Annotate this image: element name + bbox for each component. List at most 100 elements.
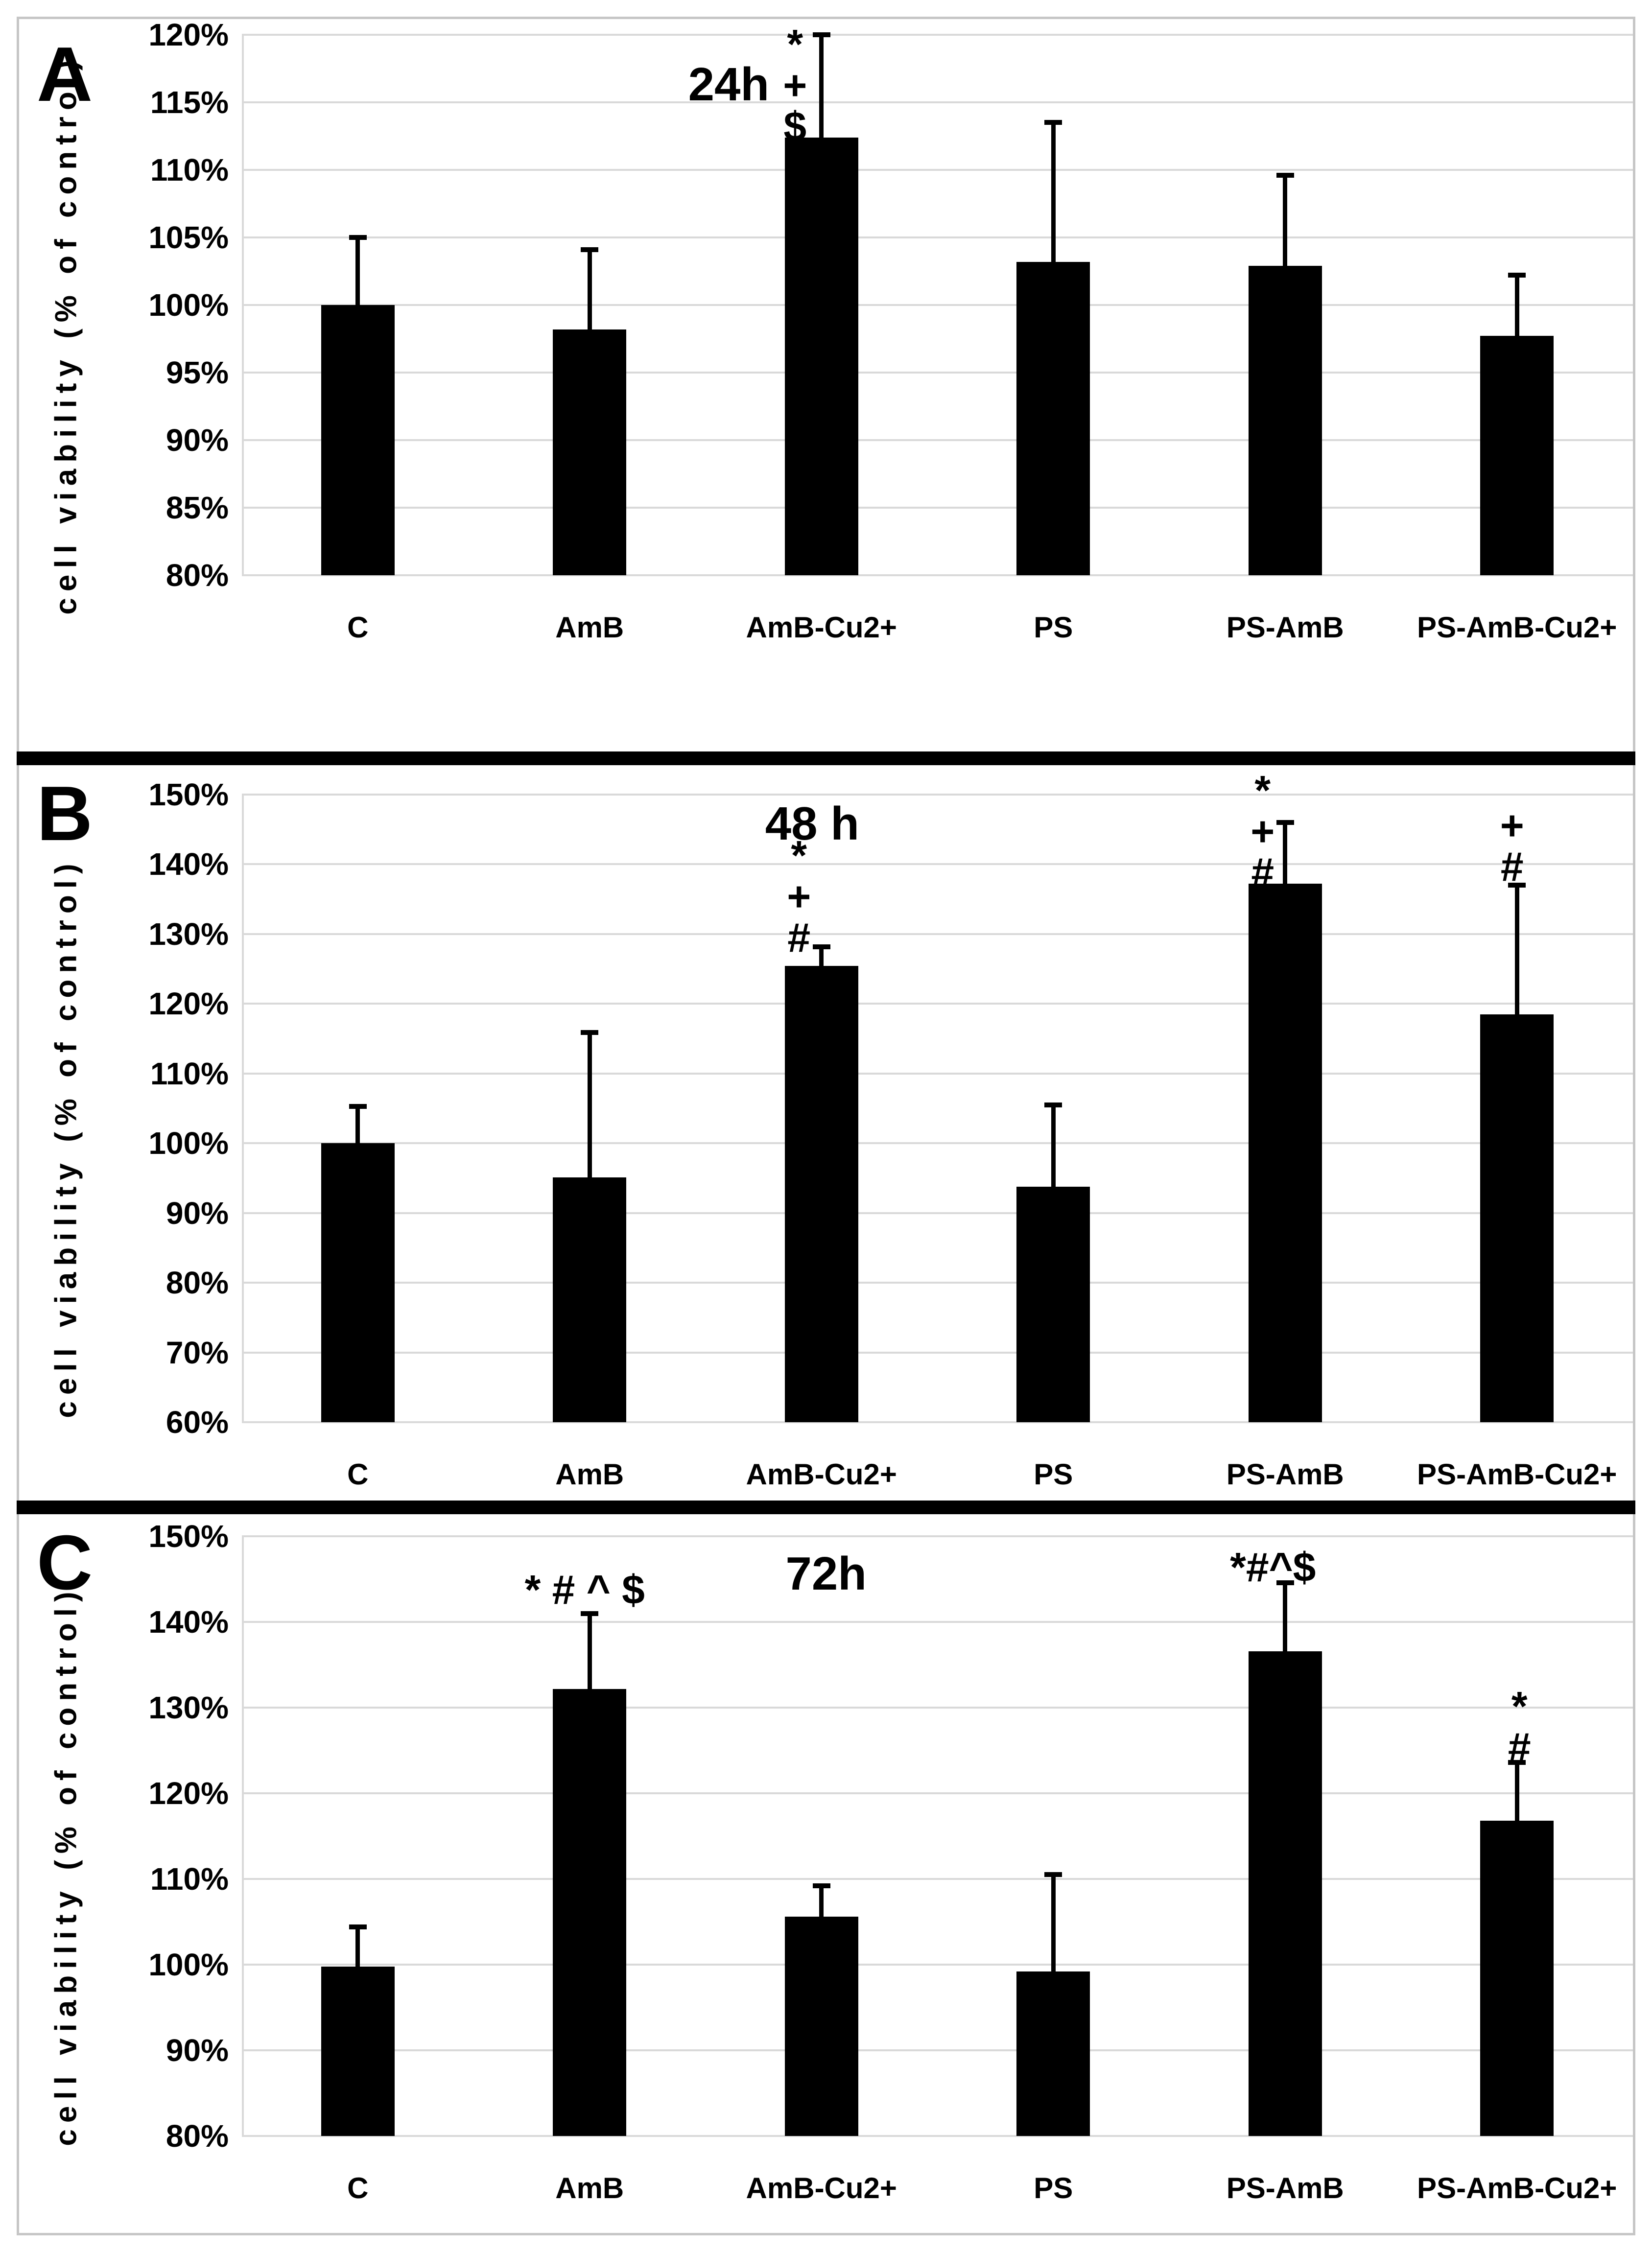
y-tick-label-120: 120%	[148, 1776, 229, 1811]
error-bar-cap-AmB	[581, 247, 599, 252]
bar-AmB-Cu2+	[784, 137, 858, 575]
gridline-90	[242, 1212, 1633, 1214]
error-bar-cap-PS	[1044, 1102, 1062, 1107]
error-bar-cap-PS-AmB	[1276, 1580, 1294, 1585]
error-bar-AmB-Cu2+	[819, 1886, 824, 1926]
gridline-100	[242, 1142, 1633, 1145]
significance-annotation-AmB-Cu2+: * + #	[787, 835, 811, 958]
y-tick-label-110: 110%	[150, 1056, 229, 1091]
error-bar-AmB	[587, 249, 592, 339]
error-bar-C	[355, 237, 360, 315]
significance-annotation-PS-AmB: *#^$	[1230, 1547, 1316, 1588]
significance-symbol: *	[791, 832, 807, 878]
bar-PS-AmB	[1248, 265, 1322, 575]
error-bar-PS-AmB-Cu2+	[1514, 885, 1519, 1024]
error-bar-PS-AmB	[1283, 1582, 1288, 1661]
error-bar-cap-C	[349, 1924, 367, 1929]
error-bar-C	[355, 1927, 360, 1976]
bar-PS	[1016, 1186, 1090, 1422]
panel-letter-A: A	[37, 31, 93, 117]
y-axis-line	[242, 795, 244, 1423]
y-axis-label: cell viability (% of control)	[49, 857, 83, 1418]
y-tick-label-120: 120%	[148, 986, 229, 1022]
y-tick-label-150: 150%	[148, 1519, 229, 1554]
gridline-110	[242, 1072, 1633, 1075]
gridline-80	[242, 1282, 1633, 1284]
error-bar-cap-PS-AmB-Cu2+	[1508, 883, 1526, 888]
y-tick-label-90: 90%	[165, 1195, 229, 1231]
y-tick-label-100: 100%	[148, 1947, 229, 1982]
significance-symbol: #	[787, 914, 811, 961]
bar-AmB-Cu2+	[784, 1917, 858, 2136]
y-axis-label: cell viability (% of control)	[49, 54, 83, 615]
gridline-110	[242, 169, 1633, 171]
y-tick-label-100: 100%	[148, 1126, 229, 1161]
bar-AmB-Cu2+	[784, 966, 858, 1422]
x-label-AmB-Cu2+: AmB-Cu2+	[746, 1458, 897, 1491]
error-bar-cap-PS-AmB-Cu2+	[1508, 1760, 1526, 1765]
error-bar-C	[355, 1106, 360, 1153]
significance-annotation-AmB-Cu2+: * + $	[783, 23, 807, 147]
x-label-C: C	[347, 2172, 369, 2205]
y-axis-label: cell viability (% of control)	[49, 1585, 83, 2146]
significance-symbol: #	[1500, 843, 1524, 890]
panel-title-24h: 24h	[688, 58, 770, 111]
significance-symbol: *#^$	[1230, 1544, 1316, 1590]
error-bar-cap-AmB-Cu2+	[812, 32, 830, 37]
gridline-100	[242, 1964, 1633, 1966]
y-tick-label-70: 70%	[165, 1335, 229, 1370]
y-tick-label-90: 90%	[165, 2033, 229, 2068]
gridline-90	[242, 2049, 1633, 2051]
y-tick-label-130: 130%	[148, 916, 229, 952]
bar-PS	[1016, 261, 1090, 575]
x-label-AmB-Cu2+: AmB-Cu2+	[746, 2172, 897, 2205]
panel-separator-1	[17, 751, 1635, 765]
error-bar-cap-AmB	[581, 1611, 599, 1616]
gridline-120	[242, 1792, 1633, 1794]
error-bar-cap-C	[349, 235, 367, 240]
error-bar-AmB	[587, 1613, 592, 1699]
error-bar-cap-PS	[1044, 120, 1062, 125]
x-label-PS-AmB-Cu2+: PS-AmB-Cu2+	[1417, 611, 1617, 644]
error-bar-AmB-Cu2+	[819, 946, 824, 976]
y-tick-label-100: 100%	[148, 287, 229, 323]
error-bar-AmB-Cu2+	[819, 35, 824, 147]
significance-symbol: * # ^ $	[524, 1566, 645, 1613]
panel-letter-C: C	[37, 1520, 93, 1606]
significance-symbol: +	[1251, 808, 1275, 855]
bar-PS-AmB-Cu2+	[1480, 1821, 1554, 2136]
significance-symbol: *	[787, 21, 803, 68]
panel-title-72h: 72h	[785, 1548, 867, 1600]
gridline-70	[242, 1351, 1633, 1354]
y-tick-label-110: 110%	[150, 152, 229, 188]
significance-symbol: $	[783, 103, 807, 150]
x-label-AmB: AmB	[555, 1458, 624, 1491]
bar-PS-AmB	[1248, 1651, 1322, 2136]
error-bar-PS	[1051, 122, 1056, 272]
error-bar-cap-AmB-Cu2+	[812, 1883, 830, 1888]
y-tick-label-130: 130%	[148, 1690, 229, 1725]
significance-symbol: *	[1511, 1683, 1528, 1729]
gridline-110	[242, 1878, 1633, 1880]
significance-annotation-AmB: * # ^ $	[525, 1569, 645, 1610]
gridline-120	[242, 34, 1633, 36]
gridline-115	[242, 101, 1633, 103]
y-tick-label-90: 90%	[165, 422, 229, 458]
error-bar-cap-PS-AmB-Cu2+	[1508, 273, 1526, 278]
significance-symbol: #	[1251, 849, 1274, 896]
significance-symbol: #	[1508, 1724, 1531, 1770]
panel-title-48h: 48 h	[765, 797, 859, 850]
y-tick-label-80: 80%	[165, 558, 229, 593]
y-tick-label-115: 115%	[150, 85, 229, 120]
significance-symbol: +	[787, 873, 811, 919]
error-bar-PS	[1051, 1104, 1056, 1196]
error-bar-PS-AmB	[1283, 175, 1288, 276]
y-tick-label-105: 105%	[148, 220, 229, 255]
bar-C	[321, 1966, 395, 2136]
gridline-100	[242, 304, 1633, 306]
bar-C	[321, 305, 395, 575]
bar-AmB	[553, 329, 627, 575]
x-label-AmB: AmB	[555, 2172, 624, 2205]
